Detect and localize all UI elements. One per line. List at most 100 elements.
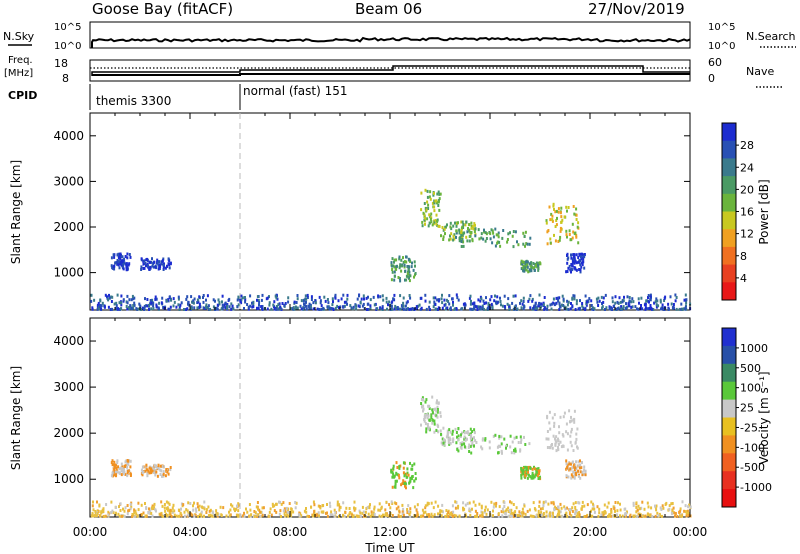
range-gate-cell xyxy=(475,441,478,444)
range-gate-cell xyxy=(407,473,410,477)
range-gate-cell xyxy=(558,510,561,514)
range-gate-cell xyxy=(420,306,423,310)
range-gate-cell xyxy=(623,295,625,299)
range-gate-cell xyxy=(427,427,430,431)
range-gate-cell xyxy=(260,305,263,309)
range-gate-cell xyxy=(345,300,348,304)
range-gate-cell xyxy=(347,514,349,518)
range-gate-cell xyxy=(155,297,158,301)
range-gate-cell xyxy=(216,303,219,307)
range-gate-cell xyxy=(244,296,246,299)
range-gate-cell xyxy=(583,255,586,259)
range-gate-cell xyxy=(561,294,564,298)
range-gate-cell xyxy=(103,514,106,518)
range-gate-cell xyxy=(302,299,305,303)
range-gate-cell xyxy=(508,308,511,311)
range-gate-cell xyxy=(529,264,532,268)
range-gate-cell xyxy=(473,444,475,448)
range-gate-cell xyxy=(460,227,463,230)
range-gate-cell xyxy=(540,305,542,309)
range-gate-cell xyxy=(465,514,468,518)
range-gate-cell xyxy=(522,472,525,476)
range-gate-cell xyxy=(161,465,164,468)
range-gate-cell xyxy=(359,511,362,515)
range-gate-cell xyxy=(155,470,158,474)
range-gate-cell xyxy=(423,419,426,423)
range-gate-cell xyxy=(120,255,123,259)
range-gate-cell xyxy=(546,304,549,308)
range-gate-cell xyxy=(631,305,634,309)
range-gate-cell xyxy=(151,504,154,508)
range-gate-cell xyxy=(578,511,581,514)
range-gate-cell xyxy=(577,260,580,264)
range-gate-cell xyxy=(133,301,136,305)
range-gate-cell xyxy=(112,511,115,515)
range-gate-cell xyxy=(114,307,117,311)
range-gate-cell xyxy=(473,436,475,440)
range-gate-cell xyxy=(428,308,431,311)
range-gate-cell xyxy=(452,303,454,307)
range-gate-cell xyxy=(129,255,132,259)
range-gate-cell xyxy=(669,295,672,299)
range-gate-cell xyxy=(205,303,208,307)
range-gate-cell xyxy=(521,514,524,518)
range-gate-cell xyxy=(453,513,456,517)
range-gate-cell xyxy=(675,296,678,299)
range-gate-cell xyxy=(534,306,537,310)
range-gate-cell xyxy=(418,303,421,307)
colorbar-swatch xyxy=(722,176,736,195)
range-gate-cell xyxy=(203,514,205,518)
range-gate-cell xyxy=(636,508,639,512)
range-gate-cell xyxy=(402,307,405,311)
range-gate-cell xyxy=(198,513,201,517)
range-gate-cell xyxy=(131,294,134,298)
range-gate-cell xyxy=(407,504,410,508)
range-gate-cell xyxy=(547,502,550,506)
range-gate-cell xyxy=(464,223,467,227)
range-gate-cell xyxy=(373,505,376,509)
range-gate-cell xyxy=(543,296,546,299)
range-gate-cell xyxy=(570,256,573,260)
colorbar-swatch xyxy=(722,489,736,508)
range-gate-cell xyxy=(180,514,183,518)
range-gate-cell xyxy=(614,509,616,513)
range-gate-cell xyxy=(461,234,464,238)
range-gate-cell xyxy=(523,504,526,508)
range-gate-cell xyxy=(562,444,565,448)
range-gate-cell xyxy=(218,300,221,304)
range-gate-cell xyxy=(498,436,501,440)
range-gate-cell xyxy=(660,508,663,511)
range-gate-cell xyxy=(440,441,443,445)
range-gate-cell xyxy=(597,514,600,518)
range-gate-cell xyxy=(625,511,628,515)
range-gate-cell xyxy=(380,514,383,518)
range-gate-cell xyxy=(566,261,569,265)
range-gate-cell xyxy=(574,259,577,263)
range-gate-cell xyxy=(566,466,569,469)
y-tick-label: 2000 xyxy=(53,426,84,440)
range-gate-cell xyxy=(256,514,259,518)
range-gate-cell xyxy=(407,510,410,514)
range-gate-cell xyxy=(578,513,581,517)
range-gate-cell xyxy=(183,510,186,514)
range-gate-cell xyxy=(352,305,355,309)
colorbar-swatch xyxy=(722,211,736,230)
range-gate-cell xyxy=(552,515,555,518)
range-gate-cell xyxy=(502,510,505,514)
range-gate-cell xyxy=(528,262,531,266)
range-gate-cell xyxy=(500,510,503,514)
range-gate-cell xyxy=(438,192,441,196)
range-gate-cell xyxy=(545,437,548,441)
range-gate-cell xyxy=(433,209,436,213)
range-gate-cell xyxy=(610,306,612,310)
range-gate-cell xyxy=(439,509,442,513)
range-gate-cell xyxy=(471,443,474,447)
velocity-frame xyxy=(89,317,691,518)
range-gate-cell xyxy=(190,306,193,310)
range-gate-cell xyxy=(249,508,252,512)
range-gate-cell xyxy=(614,301,617,305)
range-gate-cell xyxy=(120,469,123,473)
range-gate-cell xyxy=(320,307,323,311)
range-gate-cell xyxy=(121,469,124,472)
range-gate-cell xyxy=(118,301,121,305)
